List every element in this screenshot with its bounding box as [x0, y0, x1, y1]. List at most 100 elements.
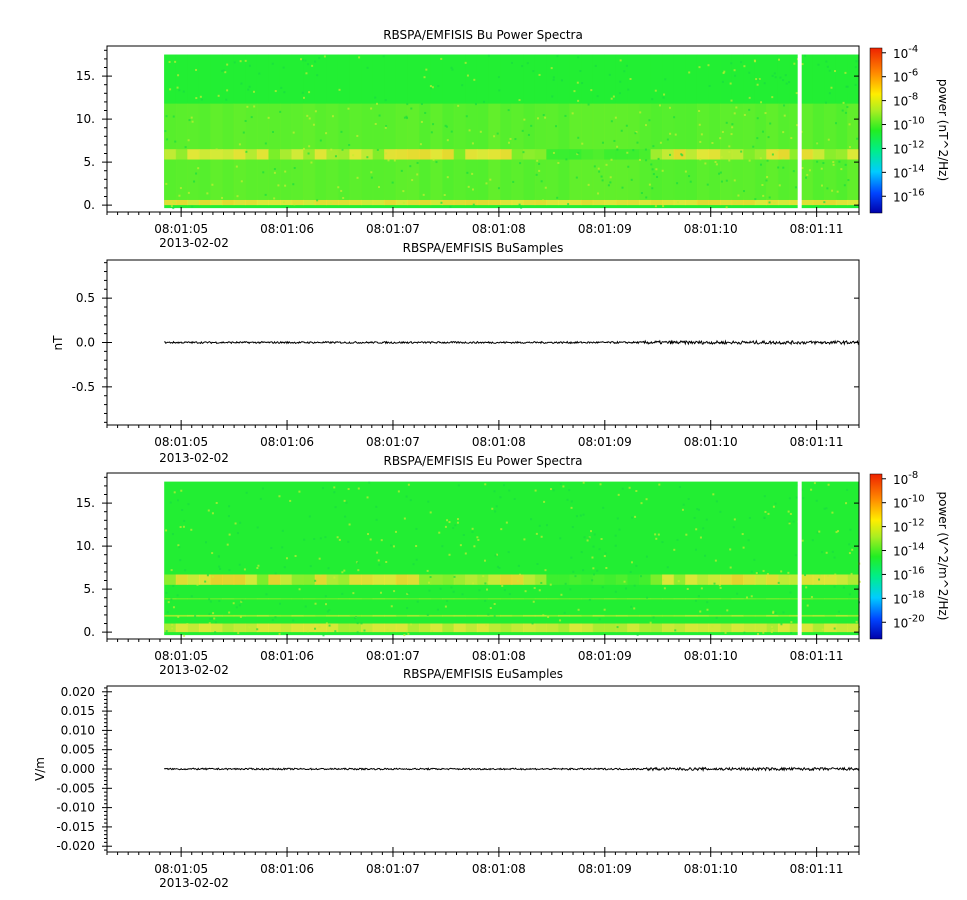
spectrogram-band-cell — [314, 574, 327, 585]
spectrogram-noise-pixel — [645, 555, 648, 558]
spectrogram-noise-pixel — [305, 72, 308, 75]
spectrogram-noise-pixel — [347, 488, 350, 491]
spectrogram-band-cell — [349, 574, 362, 585]
spectrogram-band-cell — [256, 623, 270, 633]
spectrogram-noise-pixel — [536, 159, 539, 162]
x-tick-label: 08:01:09 — [578, 862, 632, 876]
spectrogram-noise-pixel — [820, 167, 823, 170]
x-tick-label: 08:01:11 — [790, 222, 844, 236]
spectrogram-noise-pixel — [730, 62, 733, 65]
spectrogram-noise-pixel — [810, 488, 813, 491]
spectrogram-noise-pixel — [621, 186, 624, 189]
spectrogram-band-cell — [349, 149, 362, 160]
spectrogram-noise-pixel — [680, 153, 683, 156]
spectrogram-band-cell — [465, 574, 478, 585]
spectrogram-noise-pixel — [570, 506, 573, 509]
spectrogram-noise-pixel — [197, 167, 200, 170]
spectrogram-noise-pixel — [340, 130, 343, 133]
spectrogram-band-cell — [187, 54, 200, 104]
spectrogram-noise-pixel — [619, 80, 622, 83]
spectrogram-noise-pixel — [593, 533, 596, 536]
spectrogram-noise-pixel — [508, 593, 511, 596]
spectrogram-band-cell — [824, 149, 837, 160]
spectrogram-noise-pixel — [711, 625, 714, 628]
spectrogram-noise-pixel — [816, 160, 819, 163]
spectrogram-band-cell — [476, 574, 490, 585]
y-tick-label: 10. — [76, 112, 95, 126]
spectrogram-band-cell — [835, 199, 849, 206]
colorbar-tick-label: 10-14 — [893, 542, 925, 559]
spectrogram-band-cell — [581, 598, 594, 600]
spectrogram-band-cell — [337, 623, 351, 633]
spectrogram-noise-pixel — [555, 125, 558, 128]
spectrogram-band-cell — [198, 54, 212, 104]
colorbar-tick-label: 10-8 — [893, 92, 918, 109]
spectrogram-noise-pixel — [248, 64, 251, 67]
spectrogram-noise-pixel — [477, 538, 480, 541]
spectrogram-noise-pixel — [416, 575, 419, 578]
spectrogram-noise-pixel — [283, 201, 286, 204]
spectrogram-band-cell — [488, 598, 501, 600]
spectrogram-noise-pixel — [256, 526, 259, 529]
spectrogram-noise-pixel — [403, 517, 406, 520]
spectrogram-band-cell — [233, 598, 246, 600]
spectrogram-noise-pixel — [199, 95, 202, 98]
spectrogram-noise-pixel — [302, 96, 305, 99]
spectrogram-band-cell — [453, 623, 466, 633]
spectrogram-band-cell — [303, 614, 316, 617]
spectrogram-band-cell — [696, 199, 710, 206]
spectrogram-noise-pixel — [425, 68, 428, 71]
spectrogram-noise-pixel — [633, 584, 636, 587]
spectrogram-noise-pixel — [700, 587, 703, 590]
spectrogram-noise-pixel — [173, 491, 176, 494]
x-date-label: 2013-02-02 — [159, 876, 229, 890]
spectrogram-noise-pixel — [767, 136, 770, 139]
spectrogram-band-cell — [314, 199, 327, 206]
spectrogram-noise-pixel — [493, 490, 496, 493]
spectrogram-noise-pixel — [552, 489, 555, 492]
spectrogram-noise-pixel — [832, 163, 835, 166]
spectrogram-noise-pixel — [634, 132, 637, 135]
spectrogram-noise-pixel — [802, 497, 805, 500]
spectrogram-noise-pixel — [663, 587, 666, 590]
spectrogram-band-cell — [279, 199, 293, 206]
spectrogram-band-cell — [279, 149, 293, 160]
spectrogram-noise-pixel — [245, 491, 248, 494]
spectrogram-noise-pixel — [538, 524, 541, 527]
spectrogram-band-cell — [801, 614, 814, 617]
spectrogram-band-cell — [824, 574, 837, 585]
spectrogram-noise-pixel — [166, 138, 169, 141]
y-tick-label: 0. — [84, 625, 95, 639]
spectrogram-noise-pixel — [496, 132, 499, 135]
spectrogram-band-cell — [233, 623, 246, 633]
spectrogram-noise-pixel — [542, 114, 545, 117]
spectrogram-band-cell — [337, 598, 351, 600]
spectrogram-band-cell — [430, 149, 443, 160]
spectrogram-noise-pixel — [719, 137, 722, 140]
spectrogram-noise-pixel — [505, 521, 508, 524]
spectrogram-noise-pixel — [756, 571, 759, 574]
spectrogram-noise-pixel — [358, 56, 361, 59]
spectrogram-noise-pixel — [239, 521, 242, 524]
spectrogram-noise-pixel — [600, 175, 603, 178]
spectrogram-band-cell — [442, 614, 455, 617]
spectrogram-noise-pixel — [640, 575, 643, 578]
spectrogram-noise-pixel — [549, 488, 552, 491]
spectrogram-noise-pixel — [324, 595, 327, 598]
spectrogram-band-cell — [384, 54, 397, 104]
spectrogram-noise-pixel — [499, 496, 502, 499]
panel-eu-samples: RBSPA/EMFISIS EuSamples -0.020-0.015-0.0… — [33, 667, 860, 890]
spectrogram-band-cell — [708, 54, 721, 104]
spectrogram-noise-pixel — [769, 122, 772, 125]
spectrogram-noise-pixel — [846, 106, 849, 109]
spectrogram-noise-pixel — [655, 537, 658, 540]
spectrogram-noise-pixel — [200, 98, 203, 101]
spectrogram-band-cell — [268, 574, 281, 585]
spectrogram-noise-pixel — [171, 623, 174, 626]
spectrogram-noise-pixel — [818, 530, 821, 533]
spectrogram-noise-pixel — [810, 595, 813, 598]
spectrogram-band-cell — [720, 574, 733, 585]
y-tick-label: 5. — [84, 582, 95, 596]
spectrogram-band-cell — [557, 54, 571, 104]
spectrogram-noise-pixel — [341, 592, 344, 595]
